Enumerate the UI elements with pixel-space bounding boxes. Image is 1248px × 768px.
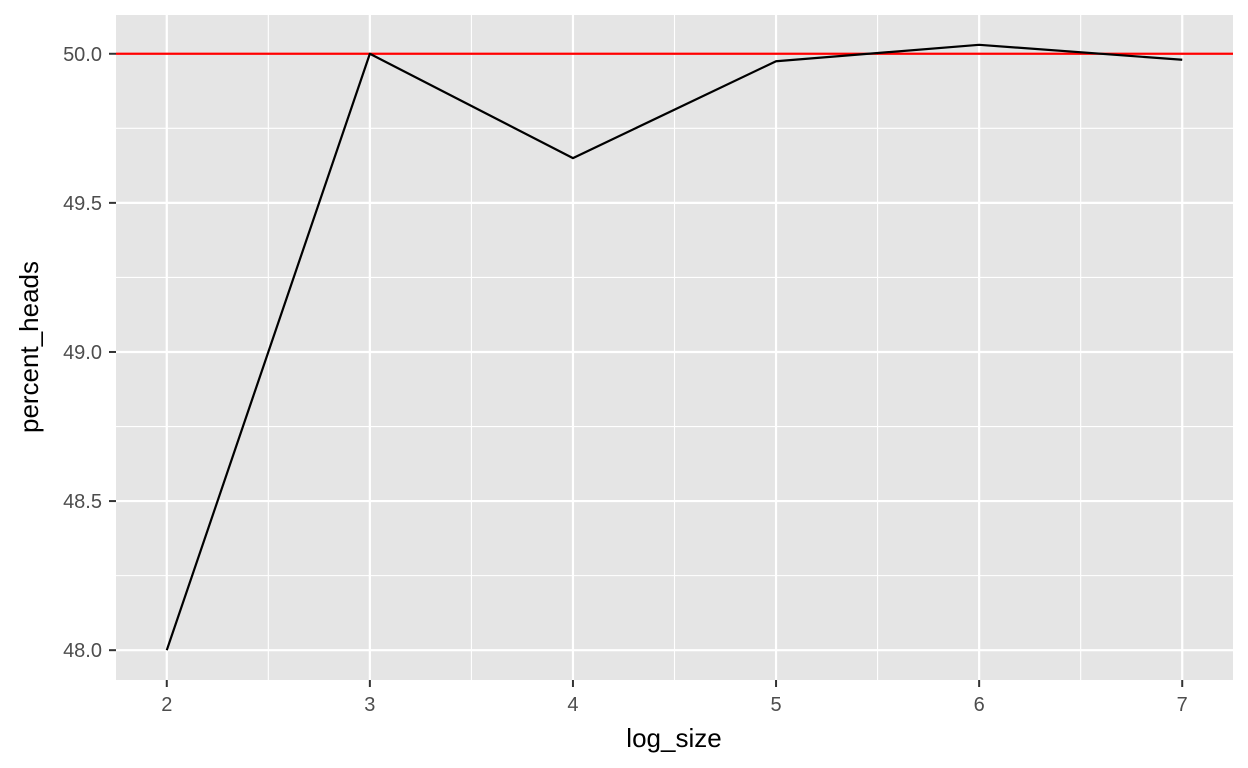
- y-tick-label: 50.0: [63, 44, 102, 66]
- series-line: [165, 43, 1183, 651]
- x-axis-title: log_size: [626, 723, 721, 753]
- y-tick-label: 49.5: [63, 193, 102, 215]
- series-layer: [165, 43, 1183, 651]
- y-axis-title: percent_heads: [14, 261, 44, 433]
- x-tick-label: 6: [974, 694, 985, 716]
- minor-gridlines: [116, 15, 1233, 680]
- x-tick-label: 2: [161, 694, 172, 716]
- y-tick-label: 48.0: [63, 640, 102, 662]
- x-tick-label: 5: [770, 694, 781, 716]
- y-tick-label: 48.5: [63, 491, 102, 513]
- tick-labels: 2 3 4 5 6 7 48.0 48.5 49.0 49.5 50.0: [63, 44, 1188, 716]
- y-tick-label: 49.0: [63, 342, 102, 364]
- axis-ticks: [109, 52, 1184, 687]
- x-tick-label: 3: [364, 694, 375, 716]
- x-tick-label: 7: [1177, 694, 1188, 716]
- x-tick-label: 4: [567, 694, 578, 716]
